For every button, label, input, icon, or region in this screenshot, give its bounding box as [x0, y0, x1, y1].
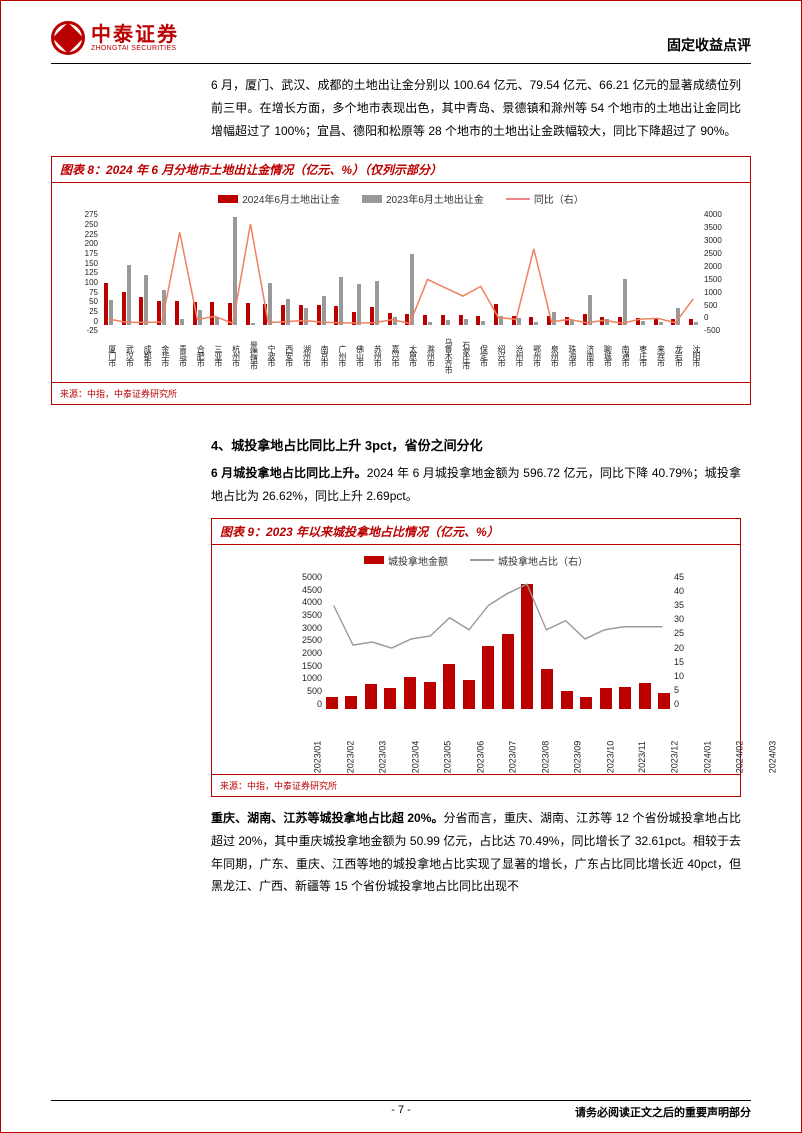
- chart-8-y-left: 2752502252001751501251007550250-25: [64, 210, 98, 335]
- logo-mark: [51, 21, 85, 55]
- para2-bold: 6 月城投拿地占比同比上升。: [211, 466, 367, 480]
- chart-8-area: 2024年6月土地出让金 2023年6月土地出让金 同比（右） 27525022…: [52, 183, 750, 383]
- para3-bold: 重庆、湖南、江苏等城投拿地占比超 20%。: [211, 811, 444, 825]
- doc-category: 固定收益点评: [667, 35, 751, 55]
- chart-9-title: 图表 9：2023 年以来城投拿地占比情况（亿元、%）: [212, 519, 740, 545]
- chart-8-block: 图表 8：2024 年 6 月分地市土地出让金情况（亿元、%）（仅列示部分） 2…: [51, 156, 751, 405]
- paragraph-3: 重庆、湖南、江苏等城投拿地占比超 20%。分省而言，重庆、湖南、江苏等 12 个…: [1, 807, 801, 898]
- paragraph-1: 6 月，厦门、武汉、成都的土地出让金分别以 100.64 亿元、79.54 亿元…: [1, 74, 801, 142]
- chart-8-line: [100, 210, 702, 335]
- chart-9-source: 来源：中指，中泰证券研究所: [212, 775, 740, 796]
- chart-9-line: [324, 572, 672, 709]
- chart-8-title: 图表 8：2024 年 6 月分地市土地出让金情况（亿元、%）（仅列示部分）: [52, 157, 750, 183]
- chart-9-x-labels: 2023/012023/022023/032023/042023/052023/…: [324, 711, 672, 767]
- legend-s3: 同比（右）: [534, 191, 584, 206]
- footer-disclaimer: 请务必阅读正文之后的重要声明部分: [575, 1104, 751, 1120]
- paragraph-2: 6 月城投拿地占比同比上升。2024 年 6 月城投拿地金额为 596.72 亿…: [1, 462, 801, 508]
- chart-9-block: 图表 9：2023 年以来城投拿地占比情况（亿元、%） 城投拿地金额 城投拿地占…: [211, 518, 741, 797]
- page-number: - 7 -: [391, 1104, 411, 1116]
- chart-8-source: 来源：中指，中泰证券研究所: [52, 383, 750, 404]
- chart-8-x-labels: 厦门市武汉市成都市金华市青岛市合肥市三亚市杭州市景德镇市宁波市西安市湖州市南京市…: [100, 335, 702, 375]
- chart-8-legend: 2024年6月土地出让金 2023年6月土地出让金 同比（右）: [64, 191, 738, 206]
- chart-9-legend: 城投拿地金额 城投拿地占比（右）: [224, 553, 728, 568]
- legend-s2: 2023年6月土地出让金: [386, 191, 484, 206]
- chart-9-y-left: 5000450040003500300025002000150010005000: [284, 572, 322, 709]
- chart-9-area: 城投拿地金额 城投拿地占比（右） 50004500400035003000250…: [212, 545, 740, 775]
- page-header: 中泰证券 ZHONGTAI SECURITIES 固定收益点评: [1, 1, 801, 63]
- chart-8-y-right: 40003500300025002000150010005000-500: [704, 210, 738, 335]
- footer-divider: [51, 1100, 751, 1101]
- logo-en-text: ZHONGTAI SECURITIES: [91, 45, 179, 52]
- logo-cn-text: 中泰证券: [91, 25, 179, 45]
- header-divider: [51, 63, 751, 64]
- legend-c2-s1: 城投拿地金额: [388, 553, 448, 568]
- section-2-title: 4、城投拿地占比同比上升 3pct，省份之间分化: [1, 411, 801, 462]
- page-footer: - 7 - 请务必阅读正文之后的重要声明部分: [51, 1100, 751, 1116]
- chart-9-y-right: 454035302520151050: [674, 572, 708, 709]
- legend-c2-s2: 城投拿地占比（右）: [498, 553, 588, 568]
- legend-s1: 2024年6月土地出让金: [242, 191, 340, 206]
- logo: 中泰证券 ZHONGTAI SECURITIES: [51, 21, 179, 55]
